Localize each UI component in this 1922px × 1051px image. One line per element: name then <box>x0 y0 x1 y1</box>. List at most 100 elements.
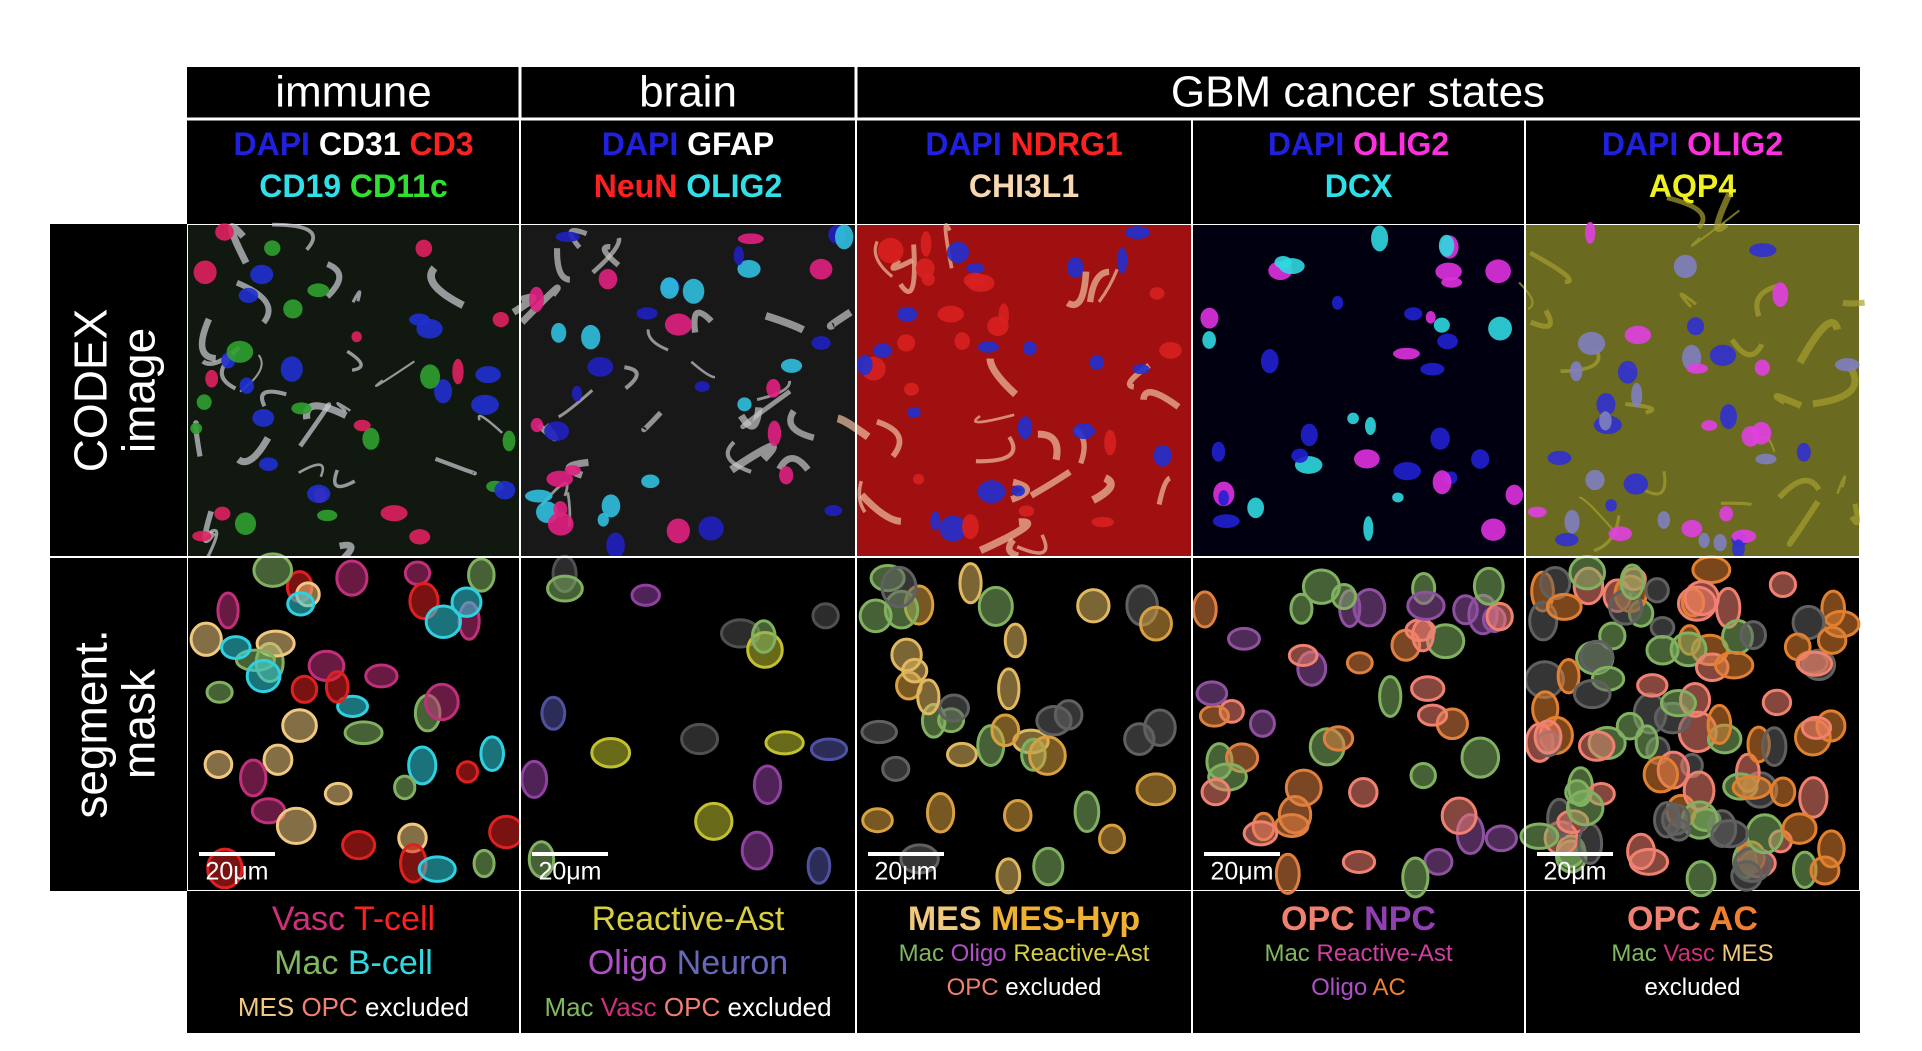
cell <box>733 245 744 266</box>
segmented-cell <box>1761 688 1793 717</box>
texture <box>332 469 356 489</box>
segmented-cell <box>1242 820 1279 847</box>
texture <box>1787 499 1821 547</box>
segmented-cell <box>977 585 1014 628</box>
cell <box>1569 361 1583 382</box>
segmented-cell <box>1816 625 1848 655</box>
texture <box>875 418 903 459</box>
cell <box>1485 259 1512 284</box>
label-word: DAPI <box>1268 126 1344 162</box>
cell <box>283 299 303 319</box>
cell <box>1438 234 1455 257</box>
segmented-cell <box>1287 643 1319 668</box>
cell <box>966 263 985 274</box>
segmented-cell <box>1191 590 1218 629</box>
label-line: OPC NPC <box>1281 900 1436 938</box>
cell <box>1022 341 1037 356</box>
texture <box>1010 478 1031 503</box>
texture <box>1720 501 1752 506</box>
segmented-cell <box>546 574 584 603</box>
texture <box>1729 338 1765 358</box>
texture <box>1091 474 1115 504</box>
cell <box>1353 449 1380 469</box>
segmented-cell <box>245 658 282 694</box>
texture <box>1029 469 1072 499</box>
texture <box>272 222 315 251</box>
cell <box>317 509 338 522</box>
cell <box>913 473 925 485</box>
segmented-cell <box>1706 703 1733 746</box>
segmented-cell <box>343 720 384 746</box>
cell <box>1835 358 1860 372</box>
group-header: immune <box>275 68 432 117</box>
label-word: MES-Hyp <box>991 900 1140 938</box>
cell <box>192 530 212 542</box>
segmented-cell <box>1533 719 1563 755</box>
segmented-cell <box>1416 703 1449 727</box>
label-word: DAPI <box>602 126 678 162</box>
cell <box>939 515 967 542</box>
segmented-cell <box>1568 554 1607 591</box>
label-word: DAPI <box>233 126 309 162</box>
segmented-cell <box>455 760 480 784</box>
label-word: excluded <box>727 992 831 1022</box>
cell <box>1260 349 1279 374</box>
segmented-cell <box>925 791 956 834</box>
cell <box>234 512 257 536</box>
texture <box>259 389 287 408</box>
label-line: OPC excluded <box>947 974 1102 1001</box>
segmented-cell <box>1628 847 1670 876</box>
cell <box>1392 492 1404 503</box>
segmented-cell <box>861 807 894 834</box>
label-word: B-cell <box>348 944 433 982</box>
cell <box>250 264 274 285</box>
label-word: OLIG2 <box>1353 126 1449 162</box>
texture <box>1773 393 1803 409</box>
segmented-cell <box>1619 563 1645 601</box>
image-panel <box>1526 225 1859 556</box>
group-header: GBM cancer states <box>1171 68 1545 117</box>
cell <box>1505 484 1524 506</box>
cell <box>1596 393 1616 416</box>
label-word: Reactive-Ast <box>1013 940 1149 967</box>
segmented-cell <box>1519 822 1560 850</box>
cell <box>492 311 509 328</box>
label-word: CD11c <box>350 168 448 204</box>
texture <box>1065 271 1090 308</box>
label-line: AQP4 <box>1649 168 1736 204</box>
segmented-cell <box>1032 846 1065 887</box>
cell <box>1212 514 1240 529</box>
segmented-cell <box>281 708 318 743</box>
segmented-cell <box>764 730 805 756</box>
texture <box>1690 209 1740 247</box>
segmented-cell <box>1274 813 1310 839</box>
mask-cells <box>1519 554 1861 898</box>
segmented-cell <box>916 678 941 716</box>
cell <box>494 480 516 500</box>
cell <box>1585 469 1605 491</box>
segmented-cell <box>403 560 432 586</box>
cell <box>873 343 893 358</box>
cell <box>963 272 986 289</box>
label-word: T-cell <box>354 900 435 938</box>
cell <box>1331 295 1344 310</box>
segmented-cell <box>424 604 463 639</box>
texture <box>346 349 363 372</box>
label-word: NeuN <box>594 168 678 204</box>
texture <box>198 317 217 362</box>
cell <box>1393 347 1420 360</box>
segmented-cell <box>1642 755 1680 794</box>
label-line: CD19 CD11c <box>259 168 448 204</box>
texture <box>1156 475 1172 506</box>
segmented-cell <box>262 743 294 776</box>
cell <box>409 313 430 326</box>
group-header: brain <box>639 68 737 117</box>
scale-bar-label: 20μm <box>874 858 937 886</box>
cell <box>1247 497 1265 519</box>
texture <box>336 401 351 413</box>
segmented-cell <box>216 591 240 630</box>
segmented-cell <box>901 657 929 684</box>
cell <box>694 381 710 393</box>
cell <box>353 419 371 432</box>
cell <box>1713 533 1727 552</box>
